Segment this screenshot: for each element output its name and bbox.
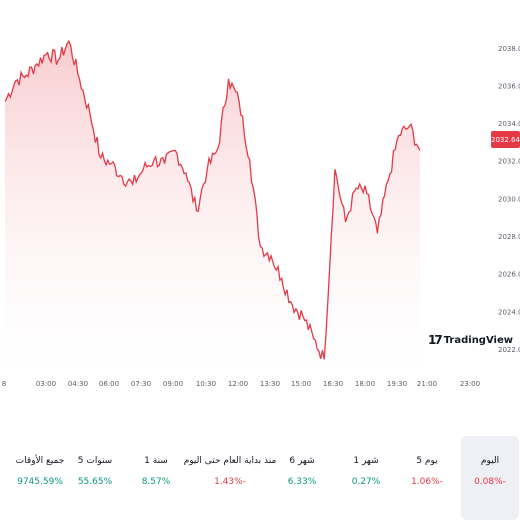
y-tick-label: 2036.00 <box>498 82 520 90</box>
price-line <box>4 40 421 360</box>
x-tick-label: 16:30 <box>323 380 343 388</box>
period-tab[interactable]: اليوم 0.08%- <box>461 436 519 520</box>
y-axis: 2038.00 2036.00 2034.00 2032.00 2030.00 2028.… <box>498 45 520 354</box>
y-tick-label: 2026.00 <box>498 271 520 279</box>
period-tab-change: 6.33% <box>287 477 317 487</box>
x-tick-label: 06:00 <box>99 380 119 388</box>
period-tab-change: 9745.59% <box>17 477 63 487</box>
x-tick-label: 23:00 <box>460 380 480 388</box>
x-tick-label: 04:30 <box>68 380 88 388</box>
period-tab[interactable]: 1 سنة 8.57% <box>133 436 179 520</box>
x-tick-label: 15:00 <box>291 380 311 388</box>
x-tick-label: 19:30 <box>387 380 407 388</box>
period-tab[interactable]: 1 شهر 0.27% <box>341 436 391 520</box>
y-tick-label: 2038.00 <box>498 45 520 53</box>
x-tick-label: 21:00 <box>417 380 437 388</box>
period-tab-label: 1 سنة <box>144 456 168 466</box>
period-tab[interactable]: 5 يوم 1.06%- <box>402 436 452 520</box>
period-tab-change: 0.27% <box>351 477 381 487</box>
current-price-label: 2032.64 <box>491 131 520 148</box>
period-tab[interactable]: جميع الأوقات 9745.59% <box>11 436 69 520</box>
period-tab[interactable]: منذ بداية العام حتى اليوم 1.43%- <box>183 436 277 520</box>
period-tabs: اليوم 0.08%- 5 يوم 1.06%- 1 شهر 0.27% 6 شهر 6.3… <box>0 436 520 520</box>
x-tick-label: 8 <box>2 380 6 388</box>
x-axis: 8 03:00 04:30 06:00 07:30 09:00 10:30 12:00 13:3… <box>2 380 480 388</box>
y-tick-label: 2022.00 <box>498 346 520 354</box>
period-tab-label: اليوم <box>480 456 500 466</box>
y-tick-label: 2034.00 <box>498 120 520 128</box>
period-tab[interactable]: 5 سنوات 55.65% <box>70 436 120 520</box>
period-tab-change: 8.57% <box>141 477 171 487</box>
y-tick-label: 2032.00 <box>498 158 520 166</box>
period-tab-change: 1.43%- <box>214 477 246 487</box>
period-tab-label: جميع الأوقات <box>15 456 65 466</box>
price-chart[interactable]: 2038.00 2036.00 2034.00 2032.00 2030.00 2028.… <box>0 0 520 400</box>
period-tab-label: منذ بداية العام حتى اليوم <box>183 456 277 466</box>
x-tick-label: 09:00 <box>163 380 183 388</box>
x-tick-label: 12:00 <box>228 380 248 388</box>
tradingview-logo-icon: 17 <box>428 333 443 347</box>
period-tab-label: 6 شهر <box>289 456 315 466</box>
y-tick-label: 2028.00 <box>498 233 520 241</box>
x-tick-label: 07:30 <box>131 380 151 388</box>
x-tick-label: 03:00 <box>36 380 56 388</box>
x-tick-label: 10:30 <box>196 380 216 388</box>
period-tab-label: 1 شهر <box>353 456 379 466</box>
tradingview-logo[interactable]: 17 TradingView <box>428 333 513 347</box>
x-tick-label: 13:30 <box>260 380 280 388</box>
period-tab-change: 1.06%- <box>411 477 443 487</box>
period-tab[interactable]: 6 شهر 6.33% <box>277 436 327 520</box>
x-tick-label: 18:00 <box>355 380 375 388</box>
period-tab-label: 5 سنوات <box>77 456 113 466</box>
period-tab-change: 0.08%- <box>474 477 506 487</box>
period-tab-change: 55.65% <box>77 477 113 487</box>
y-tick-label: 2024.00 <box>498 308 520 316</box>
price-area <box>5 41 420 376</box>
period-tab-label: 5 يوم <box>416 456 438 466</box>
tradingview-logo-text: TradingView <box>443 334 513 346</box>
y-tick-label: 2030.00 <box>498 195 520 203</box>
